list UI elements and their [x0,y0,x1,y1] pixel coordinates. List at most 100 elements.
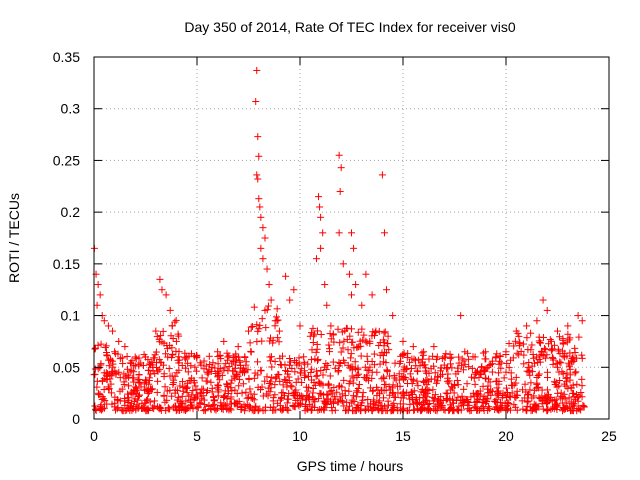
noise-point [470,374,478,382]
noise-point [524,363,532,371]
noise-point [132,389,140,397]
data-point [265,281,273,289]
data-point [327,322,335,330]
noise-point [412,362,420,370]
noise-point [419,351,427,359]
noise-point [410,355,418,363]
noise-point [371,331,379,339]
noise-point [168,392,176,400]
noise-point [456,396,464,404]
noise-point [135,360,143,368]
noise-point [522,406,530,414]
noise-point [355,370,363,378]
noise-point [250,303,258,311]
noise-point [297,365,305,373]
chart-title: Day 350 of 2014, Rate Of TEC Index for r… [184,19,515,35]
noise-point [189,386,197,394]
noise-point [487,386,495,394]
noise-point [479,349,487,357]
noise-point [188,391,196,399]
noise-point [199,392,207,400]
noise-point [487,361,495,369]
noise-point [268,363,276,371]
noise-point [153,364,161,372]
noise-point [266,388,274,396]
noise-point [455,353,463,361]
noise-point [364,402,372,410]
data-point [336,187,344,195]
noise-point [262,403,270,411]
data-point [245,327,252,335]
noise-point [548,404,556,412]
noise-point [247,348,255,356]
noise-point [488,360,496,368]
data-point [539,296,547,304]
noise-point [383,366,391,374]
noise-point [337,348,345,356]
noise-point [444,374,452,382]
noise-point [179,387,187,395]
noise-point [485,362,493,370]
data-point [554,327,561,335]
data-point [93,301,101,309]
noise-point [216,352,224,360]
noise-point [571,369,579,377]
noise-point [319,371,327,379]
noise-point [425,355,433,363]
data-point [345,270,353,278]
data-point [352,281,360,289]
noise-point [552,396,560,404]
noise-point [454,364,462,372]
noise-point [218,371,226,379]
noise-point [309,339,317,347]
noise-point [373,368,381,376]
noise-point [532,384,540,392]
noise-point [543,351,551,359]
noise-point [168,344,176,352]
noise-point [549,354,557,362]
noise-point [380,380,388,388]
noise-point [535,370,543,378]
noise-point [519,405,527,413]
noise-point [187,401,195,409]
data-point [350,244,358,252]
noise-point [276,377,284,385]
noise-point [534,359,542,367]
noise-point [253,338,261,346]
noise-point [222,360,230,368]
noise-point [341,392,349,400]
noise-point [511,403,519,411]
noise-point [380,358,388,366]
noise-point [138,404,146,412]
noise-point [210,400,218,408]
noise-point [424,406,432,414]
noise-point [303,395,311,403]
noise-point [400,373,408,381]
noise-point [354,364,362,372]
noise-point [343,398,351,406]
noise-point [113,405,121,413]
noise-point [312,372,320,380]
noise-point [545,391,553,399]
noise-point [513,387,521,395]
noise-point [263,306,271,314]
data-point [94,281,102,289]
noise-point [577,406,585,414]
x-tick-label: 15 [395,428,411,444]
data-point [255,152,263,160]
noise-point [171,386,179,394]
noise-point [336,339,344,347]
noise-point [373,383,381,391]
noise-point [273,305,281,313]
noise-point [536,351,544,359]
noise-point [500,374,508,382]
noise-point [303,405,311,413]
noise-point [459,366,467,374]
data-point [255,195,263,203]
noise-point [433,353,441,361]
noise-point [299,393,307,401]
noise-point [377,402,385,410]
noise-point [193,403,201,411]
noise-point [135,354,143,362]
noise-point [438,354,446,362]
